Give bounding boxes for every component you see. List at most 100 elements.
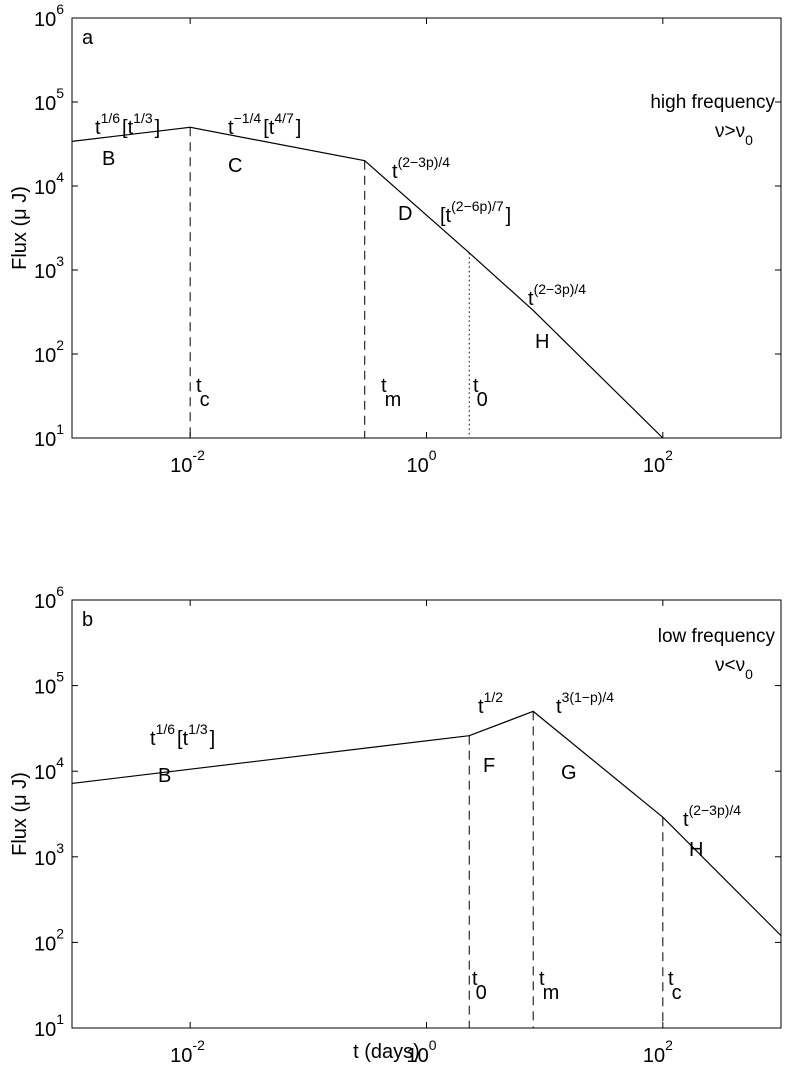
x-tick-exponent: 2 [665,447,673,463]
y-tick-exponent: 6 [56,1,64,17]
x-tick-base: 10 [643,1045,665,1067]
x-tick-exponent: 0 [429,1037,437,1053]
y-tick-exponent: 3 [56,840,64,856]
formula-base: t [478,696,484,718]
y-tick-base: 10 [34,345,56,367]
frequency-condition-lhs: ν<ν [715,655,745,676]
light-curve-line [71,710,782,937]
x-tick-label: 10-2 [170,1037,205,1067]
formula-base: ] [506,205,512,227]
x-tick-label: 102 [643,1037,673,1067]
segment-formula: t3(1−p)/4 [556,689,614,718]
x-tick-label: 100 [407,447,437,477]
y-tick-exponent: 2 [56,337,64,353]
y-tick-label: 102 [34,925,64,955]
segment-formula: t(2−3p)/4 [392,154,450,183]
formula-exponent: 1/3 [133,110,153,126]
y-tick-label: 105 [34,669,64,699]
y-tick-base: 10 [34,177,56,199]
formula-exponent: (2−6p)/7 [451,198,504,214]
break-label-sub: 0 [477,389,488,411]
break-label-base: t [539,968,545,990]
formula-base: t [528,288,534,310]
segment-letter-G: G [561,762,577,784]
y-tick-base: 10 [34,429,56,451]
formula-base: t [392,161,398,183]
break-label-sub: m [385,389,402,411]
plot-frame [71,17,782,439]
y-tick-label: 101 [34,421,64,451]
frequency-condition-lhs: ν>ν [715,121,745,142]
x-tick-label: 100 [407,1037,437,1067]
segment-letter-B: B [158,765,171,787]
x-tick-base: 10 [407,1045,429,1067]
formula-base: t [556,696,562,718]
x-tick-exponent: 2 [665,1037,673,1053]
x-tick-base: 10 [170,455,192,477]
segment-formula: t−1/4 [t4/7] [228,110,301,139]
segment-letter-H: H [689,839,703,861]
formula-base: t [228,117,234,139]
segment-letter-C: C [228,155,242,177]
formula-base: [t [263,117,275,139]
y-tick-exponent: 4 [56,169,64,185]
panel-label: b [82,609,93,631]
frequency-condition: ν>ν0 [715,121,753,148]
break-label-base: t [473,375,479,397]
segment-letter-B: B [102,148,115,170]
x-axis-title: t (days) [353,1041,420,1063]
segment-formula: t(2−3p)/4 [528,281,586,310]
frequency-condition: ν<ν0 [715,655,753,682]
formula-base: [t [122,117,134,139]
y-tick-label: 103 [34,840,64,870]
break-label-sub: c [200,389,210,411]
formula-base: [t [177,728,189,750]
y-tick-exponent: 1 [56,421,64,437]
y-tick-label: 104 [34,169,64,199]
segment-formula: t1/6 [t1/3] [150,721,215,750]
x-tick-label: 10-2 [170,447,205,477]
y-tick-label: 106 [34,1,64,31]
x-tick-base: 10 [643,455,665,477]
formula-base: t [683,809,689,831]
y-tick-label: 102 [34,337,64,367]
y-tick-base: 10 [34,933,56,955]
formula-exponent: 1/6 [156,721,176,737]
break-label-base: t [381,375,387,397]
y-tick-base: 10 [34,591,56,613]
y-tick-exponent: 2 [56,925,64,941]
segment-formula: [t(2−6p)/7] [440,198,511,227]
break-label-base: t [668,968,674,990]
y-tick-base: 10 [34,9,56,31]
y-tick-label: 106 [34,583,64,613]
x-tick-base: 10 [170,1045,192,1067]
formula-exponent: 3(1−p)/4 [562,689,615,705]
y-tick-base: 10 [34,261,56,283]
formula-exponent: 4/7 [274,110,294,126]
plot-frame [71,599,782,1029]
formula-base: t [150,728,156,750]
x-tick-base: 10 [407,455,429,477]
break-label-sub: m [543,982,560,1004]
y-tick-base: 10 [34,677,56,699]
y-tick-exponent: 5 [56,85,64,101]
formula-exponent: 1/6 [101,110,121,126]
formula-base: [t [440,205,452,227]
x-tick-exponent: 0 [429,447,437,463]
segment-formula: t1/2 [478,689,503,718]
frequency-label: high frequency [650,92,775,113]
frequency-condition-sub: 0 [745,666,753,682]
frequency-label: low frequency [658,626,776,647]
y-tick-label: 105 [34,85,64,115]
y-tick-base: 10 [34,848,56,870]
break-label-sub: c [672,982,682,1004]
